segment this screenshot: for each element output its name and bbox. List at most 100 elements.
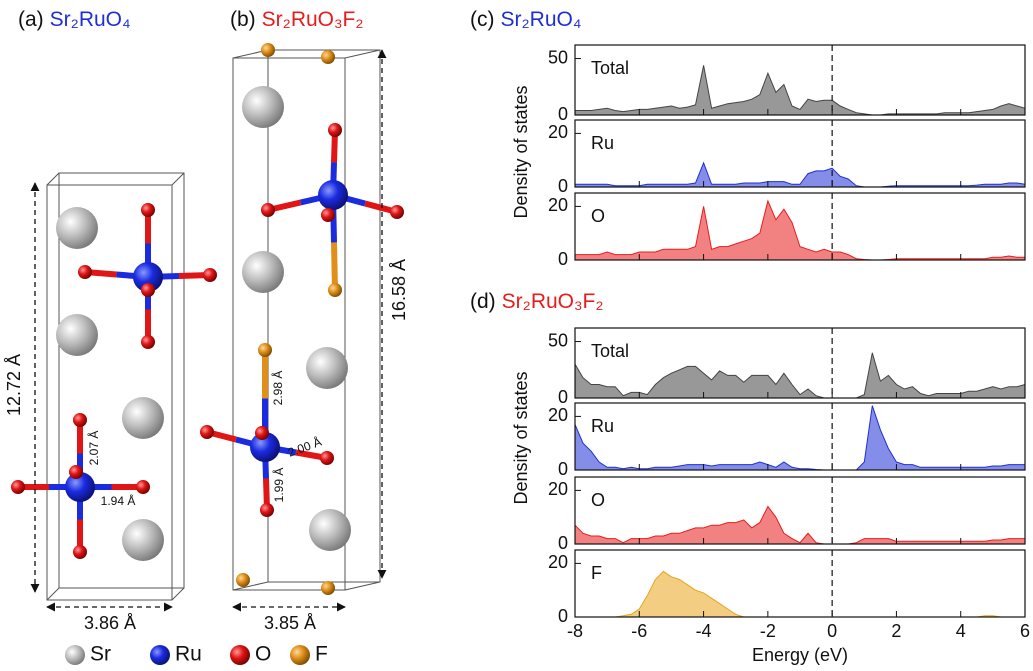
atom — [73, 545, 87, 559]
x-tick-label: -8 — [567, 621, 583, 641]
dos-panel: O 0 20 — [548, 476, 1026, 553]
series-label: Total — [591, 58, 629, 78]
atom — [236, 573, 250, 587]
atom — [242, 86, 284, 128]
atom — [73, 413, 87, 427]
dos-line — [575, 199, 1025, 261]
bond — [331, 242, 338, 291]
dos-panel: Total 0 50 — [548, 327, 1026, 407]
series-label: F — [591, 563, 602, 583]
dos-area — [575, 571, 1025, 617]
dos-area — [575, 506, 1025, 544]
y-tick-label: 0 — [558, 387, 568, 407]
bond-length: 2.98 Å — [270, 371, 285, 406]
x-tick-label: 6 — [1020, 621, 1030, 641]
cell-front — [232, 57, 346, 591]
cell-edge — [46, 587, 60, 601]
atom — [141, 335, 155, 349]
atom — [65, 472, 95, 502]
panel-label: (b) — [230, 8, 256, 31]
atom — [328, 283, 342, 297]
atom — [56, 314, 98, 356]
atom — [261, 43, 275, 57]
dos-line — [574, 405, 1025, 471]
cell-back — [58, 172, 185, 589]
legend-label: Ru — [175, 643, 202, 666]
atom — [141, 283, 155, 297]
dos-panel: O 0 20 — [548, 192, 1026, 269]
atom — [255, 426, 269, 440]
atom — [122, 397, 164, 439]
atom — [328, 123, 342, 137]
atom — [136, 480, 150, 494]
cell-edge — [344, 581, 381, 591]
dos-line — [575, 161, 1026, 188]
legend-swatch — [290, 645, 310, 665]
panel-label: (c) — [470, 8, 495, 31]
atom — [250, 432, 280, 462]
atom — [320, 451, 334, 465]
atom — [309, 509, 351, 551]
bond-length: 2.07 Å — [86, 431, 101, 466]
x-axis-title: Energy (eV) — [752, 645, 848, 665]
y-tick-label: 0 — [558, 459, 568, 479]
series-label: Ru — [591, 416, 614, 436]
plot-frame — [574, 44, 1026, 116]
panel-heading: (d) Sr₂RuO₃F₂ — [470, 290, 604, 313]
y-tick-label: 20 — [548, 122, 568, 142]
series-label: Total — [591, 341, 629, 361]
formula: Sr₂RuO₄ — [501, 8, 582, 31]
legend-label: Sr — [90, 643, 111, 666]
legend-label: F — [315, 643, 328, 666]
plot-frame — [574, 549, 1026, 618]
dimension-label: 3.86 Å — [84, 613, 136, 633]
atom — [141, 203, 155, 217]
atom — [11, 480, 25, 494]
atom — [390, 205, 404, 219]
y-tick-label: 20 — [548, 195, 568, 215]
y-axis-title: Density of states — [511, 371, 531, 504]
plot-frame — [574, 476, 1026, 545]
dos-panel: Total 0 50 — [548, 44, 1026, 124]
x-tick-label: -2 — [760, 621, 776, 641]
atom — [69, 465, 83, 479]
legend-swatch — [150, 645, 170, 665]
dos-plots: (c) Sr₂RuO₄ (d) Sr₂RuO₃F₂ Density of states D… — [470, 8, 1030, 665]
atom — [78, 265, 92, 279]
x-tick-label: -6 — [631, 621, 647, 641]
y-tick-label: 50 — [548, 330, 568, 350]
atom — [56, 207, 98, 249]
cell-edge — [232, 581, 269, 591]
atom — [260, 503, 274, 517]
y-tick-label: 0 — [558, 176, 568, 196]
plot-frame — [574, 327, 1026, 399]
panel-heading: (a) Sr₂RuO₄ — [18, 8, 131, 31]
dimension-label: 3.85 Å — [264, 613, 316, 633]
dimension-label: 12.72 Å — [4, 354, 24, 416]
plot-frame — [574, 119, 1026, 188]
panel-label: (d) — [470, 290, 496, 313]
cell-edge — [171, 172, 185, 186]
dos-area — [575, 65, 1025, 115]
formula: Sr₂RuO₃F₂ — [262, 8, 364, 31]
y-tick-label: 0 — [558, 249, 568, 269]
atom — [261, 203, 275, 217]
formula: Sr₂RuO₄ — [50, 8, 131, 31]
x-tick-label: 2 — [891, 621, 901, 641]
dos-area — [575, 162, 1025, 187]
formula: Sr₂RuO₃F₂ — [502, 290, 604, 313]
atom — [318, 180, 348, 210]
y-tick-label: 0 — [558, 104, 568, 124]
bond-length: 1.99 Å — [271, 468, 286, 503]
atom — [321, 208, 335, 222]
cell-edge — [171, 587, 185, 601]
atom — [122, 519, 164, 561]
atom — [133, 262, 163, 292]
unit-cell — [46, 172, 185, 601]
series-label: O — [591, 490, 605, 510]
atom — [242, 251, 284, 293]
y-tick-label: 20 — [548, 405, 568, 425]
dos-panel: Ru 0 20 — [548, 119, 1026, 196]
series-label: O — [591, 206, 605, 226]
